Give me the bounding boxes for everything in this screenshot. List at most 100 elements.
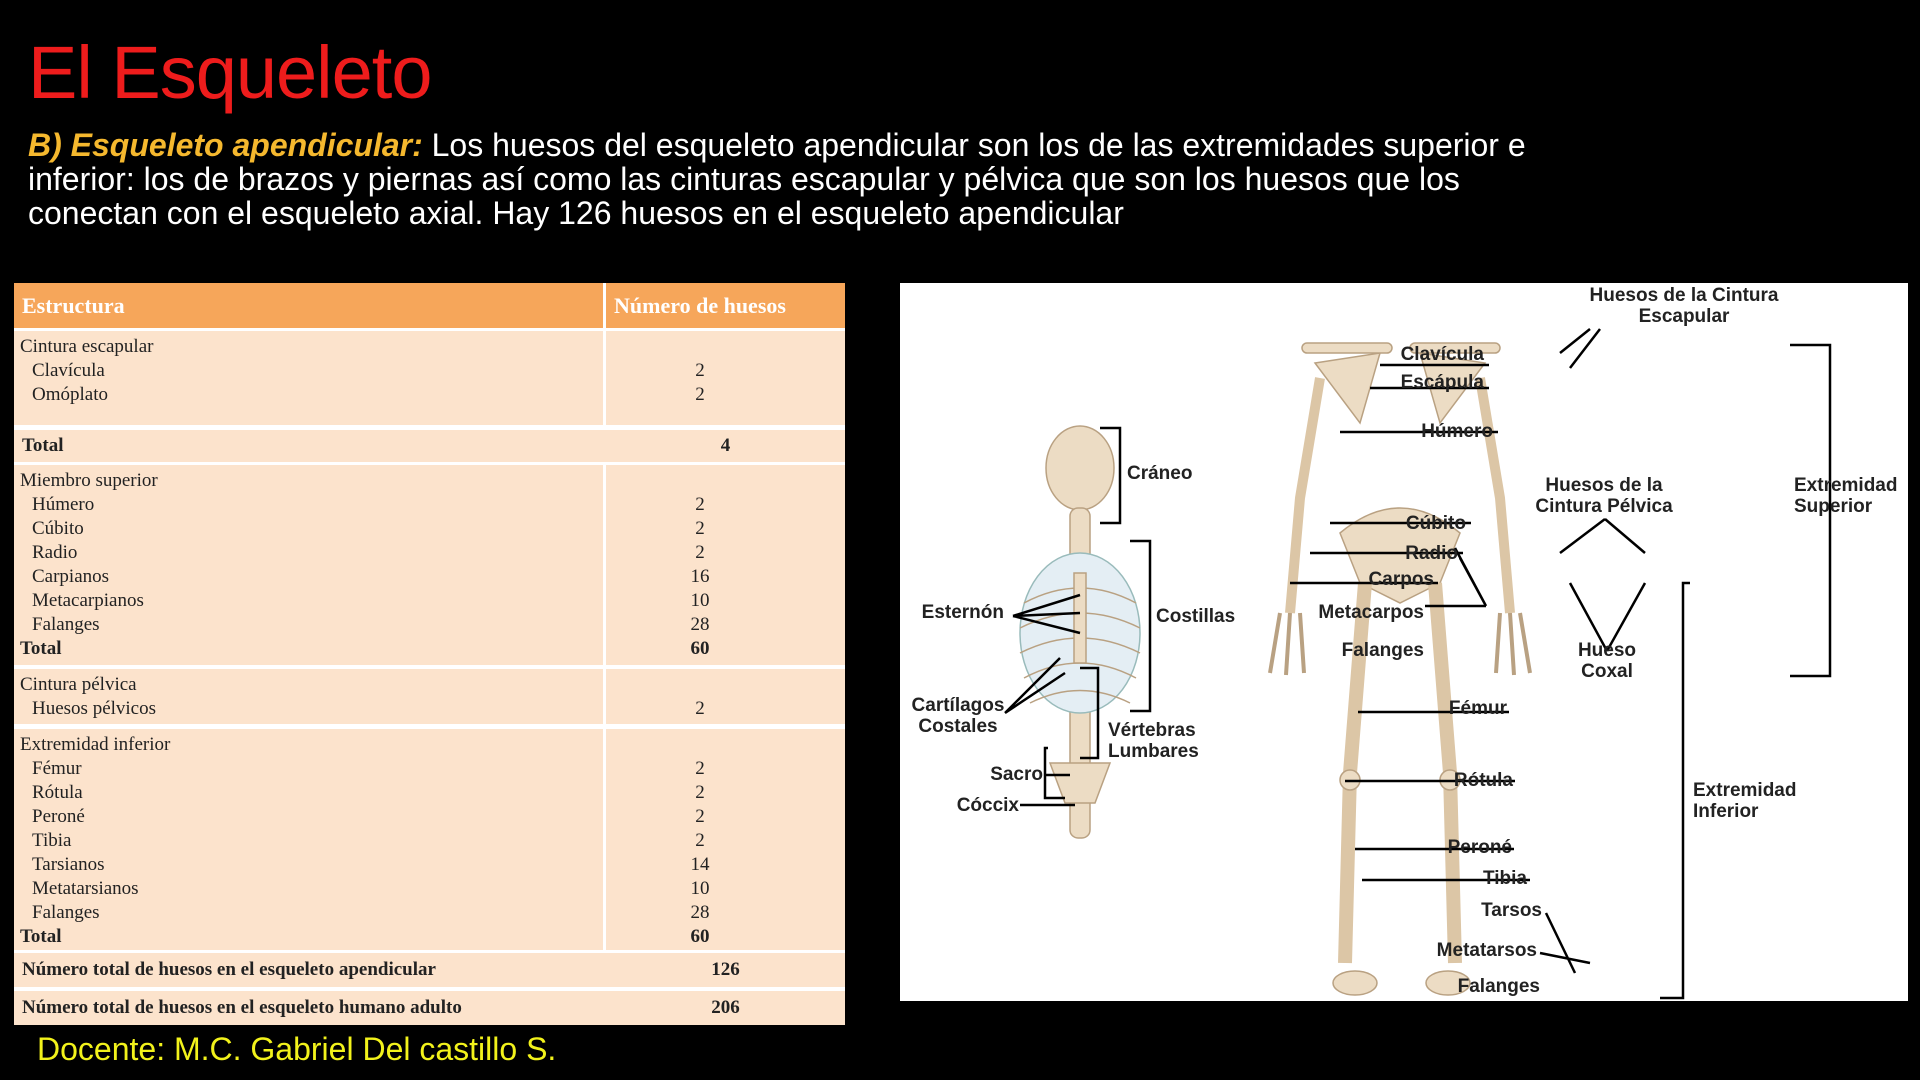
table-row: Peroné 2	[20, 805, 845, 829]
label-craneo: Cráneo	[1127, 463, 1193, 484]
group-name: Miembro superior	[20, 469, 845, 493]
total-label: Total	[22, 435, 64, 456]
label-femur: Fémur	[1448, 698, 1507, 719]
bone-count: 2	[695, 698, 705, 719]
group-label: Cintura pélvica	[20, 674, 137, 695]
label-radio: Radio	[1405, 543, 1458, 564]
label-humero: Húmero	[1421, 421, 1493, 442]
label-perone: Peroné	[1447, 837, 1512, 858]
label-clavicula: Clavícula	[1400, 344, 1484, 365]
footer-author: Docente: M.C. Gabriel Del castillo S.	[37, 1031, 557, 1067]
table-group-0: Cintura escapular Clavícula 2 Omóplato 2	[14, 331, 845, 425]
bone-count: 16	[690, 566, 710, 587]
bone-count: 2	[695, 494, 705, 515]
group-total-row: Total 60	[20, 925, 845, 949]
table-row: Huesos pélvicos 2	[20, 697, 845, 721]
total-value: 60	[690, 926, 710, 947]
bone-name: Tarsianos	[32, 854, 105, 875]
total-escapular-row: Total 4	[14, 430, 845, 462]
bone-count: 2	[695, 830, 705, 851]
header-estructura: Estructura	[22, 293, 125, 318]
slide-title: El Esqueleto	[28, 31, 432, 114]
table-group-1: Miembro superior Húmero 2 Cúbito 2 Radio 2 Carp…	[14, 465, 845, 665]
bone-count: 2	[695, 782, 705, 803]
bone-name: Metatarsianos	[32, 878, 139, 899]
bone-name: Carpianos	[32, 566, 110, 587]
label-coccix: Cóccix	[956, 795, 1019, 816]
label-vertebras-lumbares: Vértebras Lumbares	[1108, 720, 1199, 762]
table-header: Estructura Número de huesos	[14, 283, 845, 328]
label-hueso-coxal: Hueso Coxal	[1577, 640, 1637, 682]
table-row: Falanges 28	[20, 613, 845, 637]
bone-name: Húmero	[32, 494, 95, 515]
bone-name: Rótula	[32, 782, 83, 803]
table-row: Metacarpianos 10	[20, 589, 845, 613]
table-row: Húmero 2	[20, 493, 845, 517]
total-label: Total	[20, 926, 62, 947]
bone-count: 2	[695, 360, 705, 381]
label-cubito: Cúbito	[1405, 513, 1466, 534]
table-group-3: Extremidad inferior Fémur 2 Rótula 2 Peroné 2 T…	[14, 729, 845, 950]
table-row: Rótula 2	[20, 781, 845, 805]
paragraph-lead: B) Esqueleto apendicular:	[28, 127, 423, 163]
label-costillas: Costillas	[1156, 606, 1236, 627]
label-extremidad-superior: Extremidad Superior	[1794, 475, 1898, 517]
table-row: Cúbito 2	[20, 517, 845, 541]
bone-count: 10	[690, 878, 710, 899]
label-extremidad-inferior: Extremidad Inferior	[1693, 780, 1797, 822]
group-name: Cintura pélvica	[20, 673, 845, 697]
bone-count: 28	[690, 614, 710, 635]
label-cartilagos-costales: Cartílagos Costales	[911, 695, 1005, 737]
group-name: Cintura escapular	[20, 335, 845, 359]
bone-count: 2	[695, 542, 705, 563]
group-total-row: Total 60	[20, 637, 845, 661]
header-numero: Número de huesos	[614, 293, 786, 318]
table-row: Carpianos 16	[20, 565, 845, 589]
label-tibia: Tibia	[1483, 868, 1527, 889]
bone-name: Huesos pélvicos	[32, 698, 157, 719]
label-rotula: Rótula	[1453, 770, 1513, 791]
bone-name: Falanges	[32, 614, 100, 635]
table-row: Tibia 2	[20, 829, 845, 853]
group-label: Extremidad inferior	[20, 734, 171, 755]
bone-count: 2	[695, 384, 705, 405]
total-label: Total	[20, 638, 62, 659]
bone-count: 2	[695, 518, 705, 539]
total-label: Número total de huesos en el esqueleto h…	[22, 997, 462, 1018]
intro-paragraph: B) Esqueleto apendicular: Los huesos del…	[28, 128, 1528, 230]
table-row: Clavícula 2	[20, 359, 845, 383]
label-cintura-pelvica: Huesos de la Cintura Pélvica	[1535, 475, 1673, 517]
bone-count: 28	[690, 902, 710, 923]
bone-name: Fémur	[32, 758, 82, 779]
total-value: 4	[720, 435, 731, 456]
total-value: 126	[711, 959, 740, 980]
bone-name: Tibia	[32, 830, 72, 851]
table-group-2: Cintura pélvica Huesos pélvicos 2	[14, 669, 845, 724]
bone-name: Cúbito	[32, 518, 84, 539]
group-label: Cintura escapular	[20, 336, 154, 357]
sum-adulto-row: Número total de huesos en el esqueleto h…	[14, 991, 845, 1025]
total-label: Número total de huesos en el esqueleto a…	[22, 959, 436, 980]
skeleton-illustration	[1004, 328, 1832, 1000]
group-label: Miembro superior	[20, 470, 158, 491]
bone-name: Omóplato	[32, 384, 108, 405]
bone-name: Metacarpianos	[32, 590, 144, 611]
label-escapula: Escápula	[1400, 372, 1484, 393]
bone-count: 10	[690, 590, 710, 611]
bone-count: 14	[690, 854, 710, 875]
table-row: Omóplato 2	[20, 383, 845, 407]
label-metatarsos: Metatarsos	[1436, 940, 1537, 961]
label-falanges-pie: Falanges	[1457, 976, 1540, 997]
bones-table: Estructura Número de huesos Cintura escapu…	[14, 283, 845, 1025]
bone-name: Clavícula	[32, 360, 105, 381]
label-falanges-mano: Falanges	[1341, 640, 1424, 661]
total-value: 206	[711, 997, 740, 1018]
label-sacro: Sacro	[990, 764, 1043, 785]
sum-apendicular-row: Número total de huesos en el esqueleto a…	[14, 953, 845, 987]
bone-count: 2	[695, 758, 705, 779]
table-row: Falanges 28	[20, 901, 845, 925]
label-esternon: Esternón	[921, 602, 1004, 623]
group-name: Extremidad inferior	[20, 733, 845, 757]
table-row: Radio 2	[20, 541, 845, 565]
label-carpos: Carpos	[1368, 569, 1434, 590]
